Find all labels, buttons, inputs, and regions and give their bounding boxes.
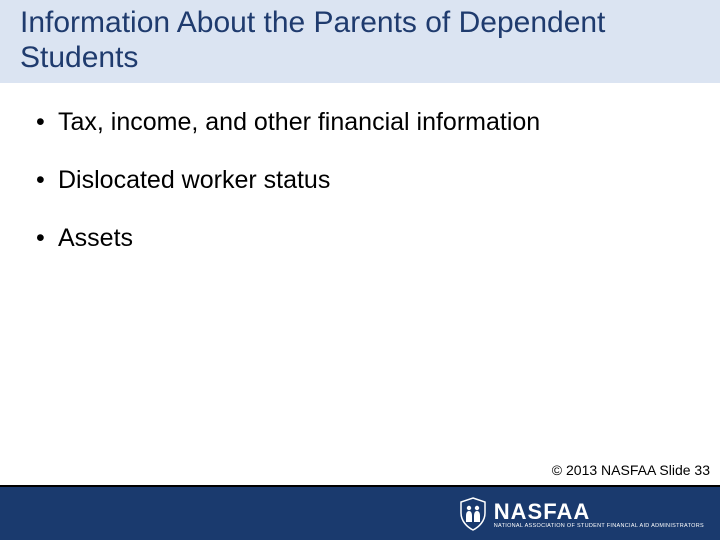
copyright-text: © 2013 NASFAA Slide 33: [552, 462, 710, 478]
list-item: Assets: [30, 223, 690, 253]
title-bar: Information About the Parents of Depende…: [0, 0, 720, 83]
footer-bar: NASFAA NATIONAL ASSOCIATION OF STUDENT F…: [0, 485, 720, 540]
list-item: Tax, income, and other financial informa…: [30, 107, 690, 137]
logo-subtitle: NATIONAL ASSOCIATION OF STUDENT FINANCIA…: [494, 523, 704, 529]
footer-logo: NASFAA NATIONAL ASSOCIATION OF STUDENT F…: [458, 497, 704, 531]
slide-title: Information About the Parents of Depende…: [20, 6, 700, 75]
list-item: Dislocated worker status: [30, 165, 690, 195]
bullet-list: Tax, income, and other financial informa…: [30, 107, 690, 253]
logo-text: NASFAA: [494, 499, 704, 525]
nasfaa-icon: [458, 497, 488, 531]
slide: Information About the Parents of Depende…: [0, 0, 720, 540]
logo-text-stack: NASFAA NATIONAL ASSOCIATION OF STUDENT F…: [494, 499, 704, 529]
